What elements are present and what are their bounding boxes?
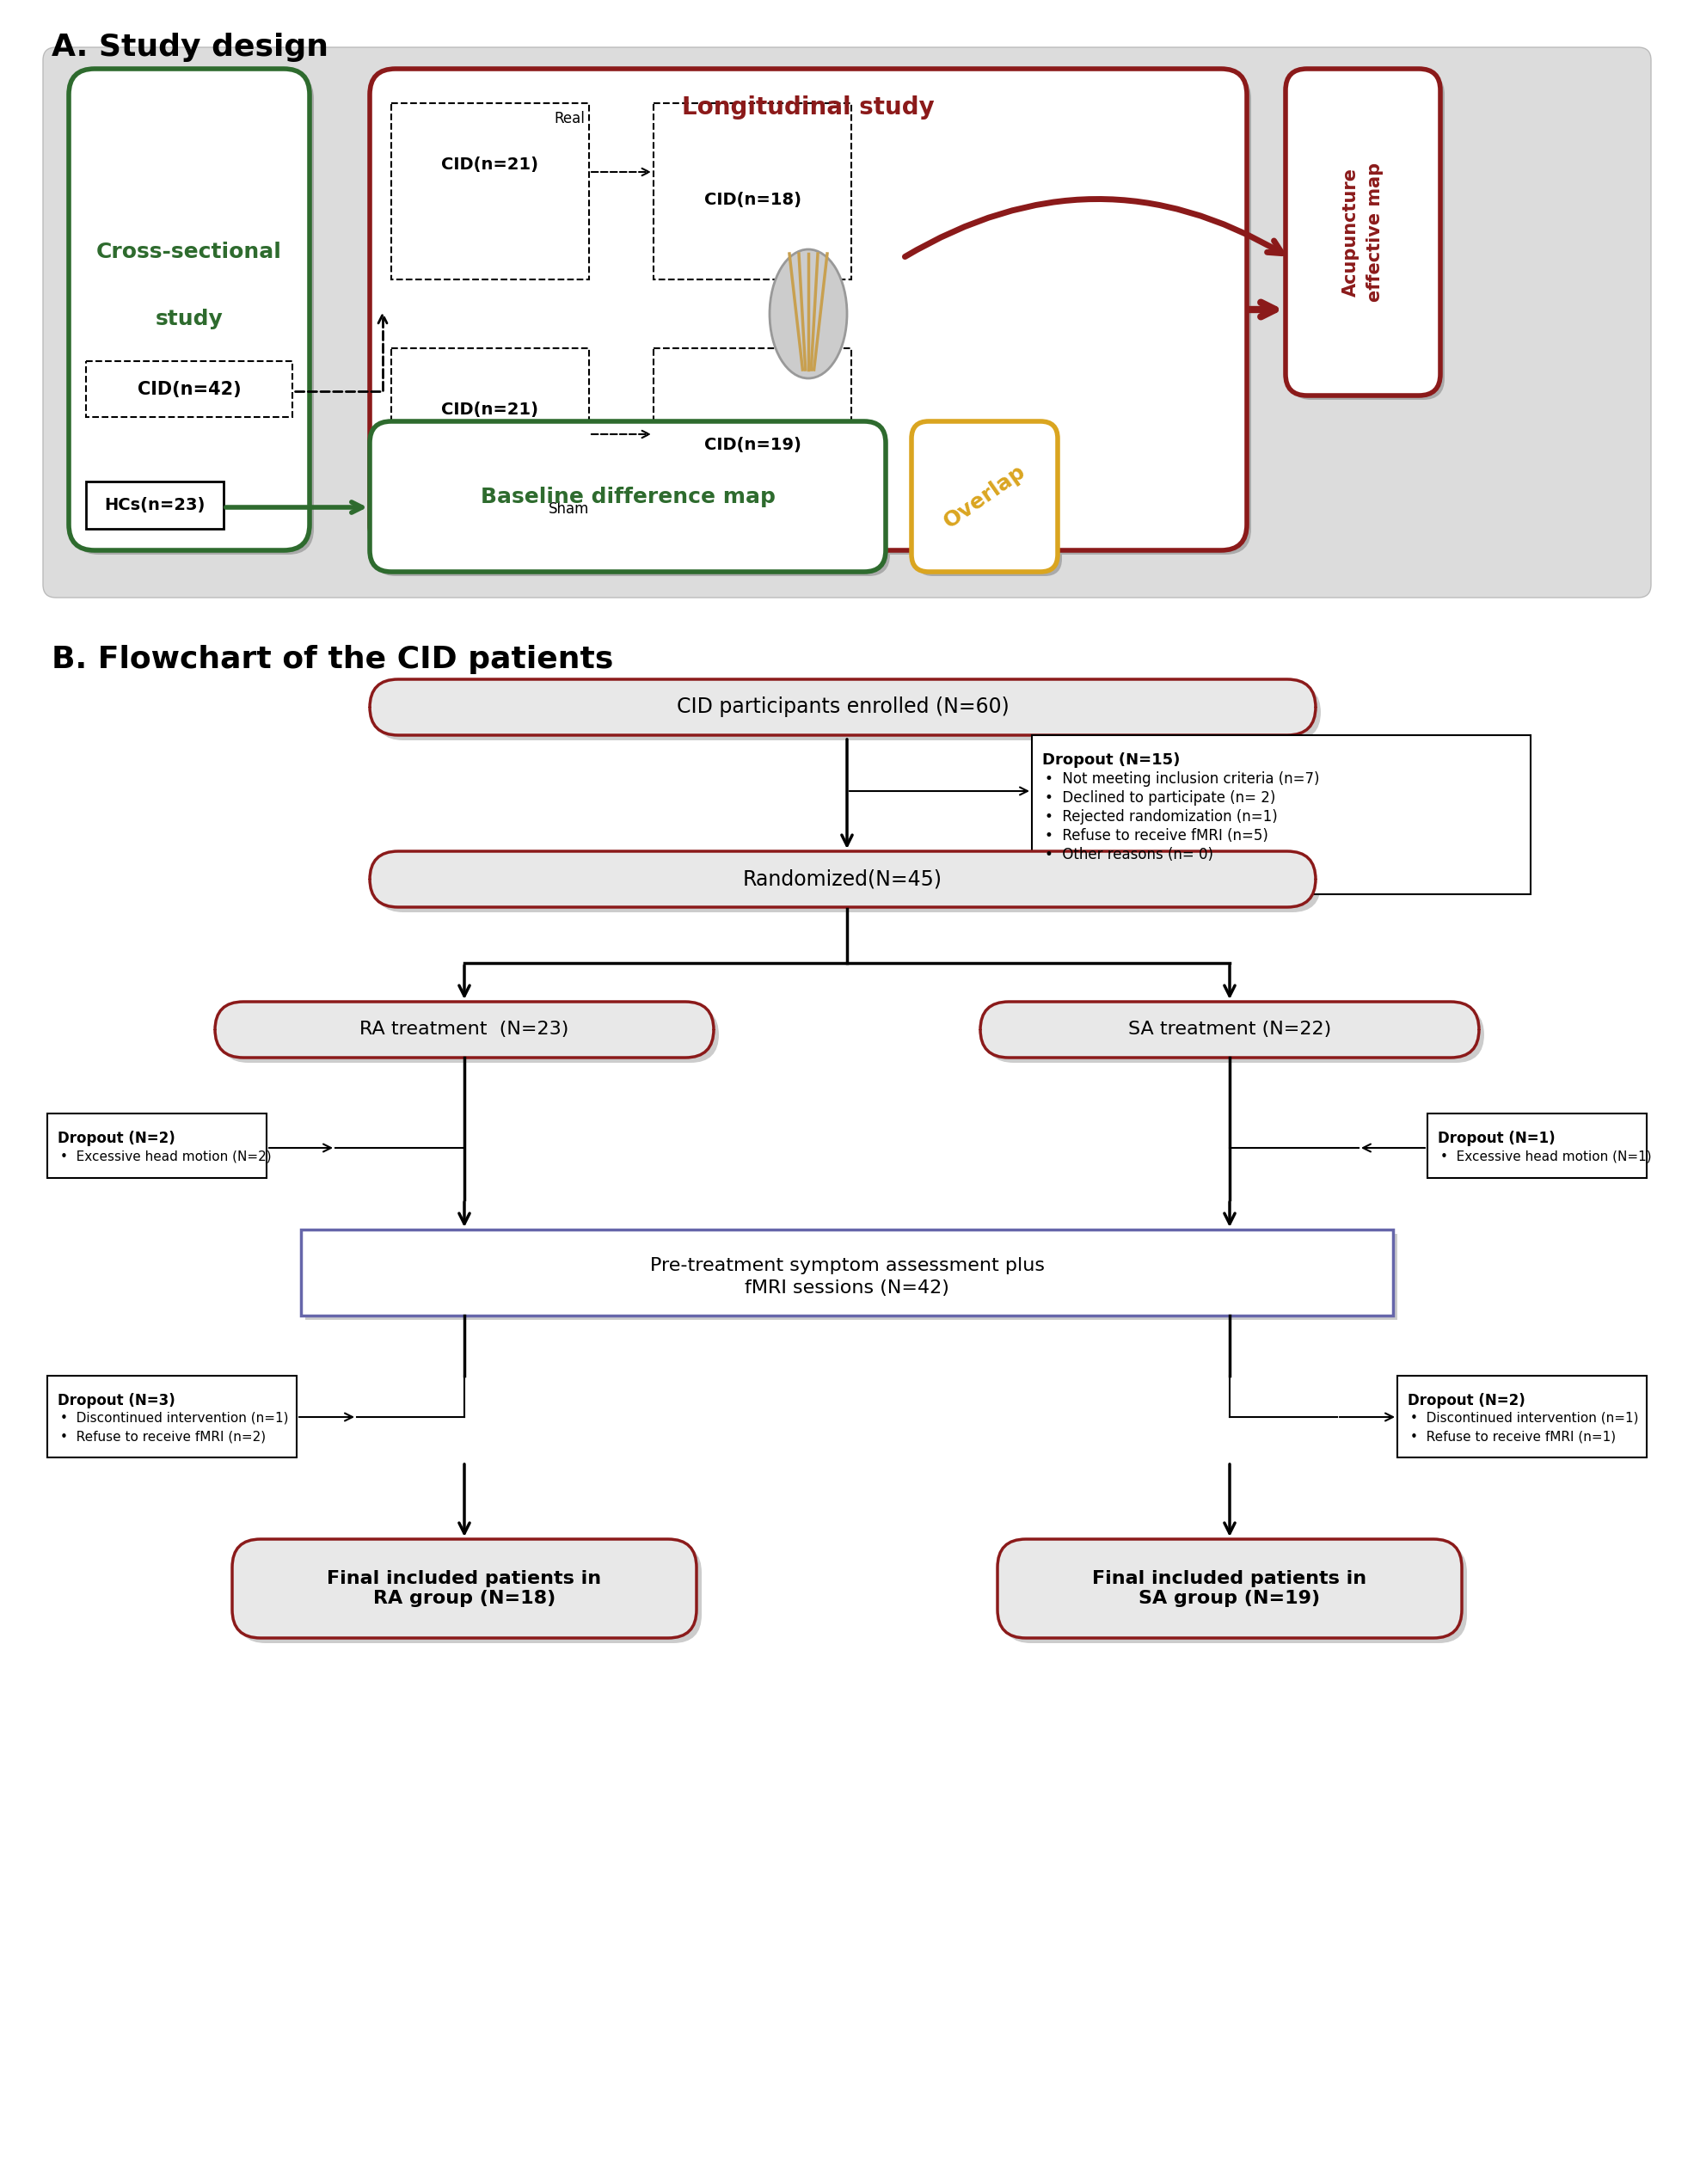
Text: •  Not meeting inclusion criteria (n=7): • Not meeting inclusion criteria (n=7) xyxy=(1045,771,1320,786)
Text: Dropout (N=2): Dropout (N=2) xyxy=(58,1131,174,1147)
Text: HCs(n=23): HCs(n=23) xyxy=(105,498,205,513)
Text: •  Refuse to receive fMRI (n=1): • Refuse to receive fMRI (n=1) xyxy=(1409,1431,1616,1444)
Text: Final included patients in
RA group (N=18): Final included patients in RA group (N=1… xyxy=(327,1570,601,1607)
FancyBboxPatch shape xyxy=(232,1540,696,1638)
FancyBboxPatch shape xyxy=(215,1002,713,1057)
Text: study: study xyxy=(156,308,224,330)
Text: CID(n=18): CID(n=18) xyxy=(703,192,801,207)
Text: Randomized(N=45): Randomized(N=45) xyxy=(744,869,942,889)
Bar xyxy=(305,1234,1398,1319)
FancyBboxPatch shape xyxy=(374,72,1252,555)
Text: CID participants enrolled (N=60): CID participants enrolled (N=60) xyxy=(676,697,1010,719)
Text: •  Discontinued intervention (n=1): • Discontinued intervention (n=1) xyxy=(61,1411,288,1424)
Bar xyxy=(654,103,852,280)
FancyBboxPatch shape xyxy=(220,1007,718,1064)
FancyBboxPatch shape xyxy=(369,679,1316,736)
Text: CID(n=19): CID(n=19) xyxy=(705,437,801,454)
Text: Longitudinal study: Longitudinal study xyxy=(683,96,935,120)
FancyBboxPatch shape xyxy=(369,422,886,572)
Text: Dropout (N=3): Dropout (N=3) xyxy=(58,1393,174,1409)
Bar xyxy=(391,103,590,280)
Text: Sham: Sham xyxy=(549,502,590,518)
FancyBboxPatch shape xyxy=(374,684,1321,740)
Bar xyxy=(47,1114,266,1177)
FancyBboxPatch shape xyxy=(69,68,310,550)
Bar xyxy=(1032,736,1531,893)
Text: •  Declined to participate (n= 2): • Declined to participate (n= 2) xyxy=(1045,791,1276,806)
FancyBboxPatch shape xyxy=(1003,1544,1467,1642)
Text: •  Refuse to receive fMRI (n=2): • Refuse to receive fMRI (n=2) xyxy=(61,1431,266,1444)
FancyBboxPatch shape xyxy=(374,856,1321,913)
Text: •  Refuse to receive fMRI (n=5): • Refuse to receive fMRI (n=5) xyxy=(1045,828,1269,843)
Text: Acupuncture
effective map: Acupuncture effective map xyxy=(1342,162,1384,301)
Text: Dropout (N=2): Dropout (N=2) xyxy=(1408,1393,1525,1409)
Text: CID(n=21): CID(n=21) xyxy=(442,157,539,173)
Bar xyxy=(86,480,224,529)
Text: Baseline difference map: Baseline difference map xyxy=(481,487,776,507)
Bar xyxy=(1428,1114,1647,1177)
Bar xyxy=(391,347,590,524)
Text: Cross-sectional: Cross-sectional xyxy=(97,242,281,262)
Text: Real: Real xyxy=(554,111,584,127)
FancyBboxPatch shape xyxy=(369,68,1247,550)
FancyBboxPatch shape xyxy=(1289,72,1445,400)
Text: RA treatment  (N=23): RA treatment (N=23) xyxy=(359,1022,569,1037)
Ellipse shape xyxy=(769,249,847,378)
Text: •  Other reasons (n= 0): • Other reasons (n= 0) xyxy=(1045,847,1213,863)
Bar xyxy=(86,360,293,417)
Text: fMRI sessions (N=42): fMRI sessions (N=42) xyxy=(745,1280,949,1297)
Text: CID(n=42): CID(n=42) xyxy=(137,380,241,397)
Text: A. Study design: A. Study design xyxy=(51,33,329,61)
Text: Dropout (N=1): Dropout (N=1) xyxy=(1438,1131,1555,1147)
Text: •  Excessive head motion (N=1): • Excessive head motion (N=1) xyxy=(1440,1149,1652,1162)
Bar xyxy=(47,1376,296,1457)
FancyBboxPatch shape xyxy=(73,72,313,555)
Text: Pre-treatment symptom assessment plus: Pre-treatment symptom assessment plus xyxy=(650,1258,1044,1273)
Text: •  Excessive head motion (N=2): • Excessive head motion (N=2) xyxy=(61,1149,271,1162)
Text: Final included patients in
SA group (N=19): Final included patients in SA group (N=1… xyxy=(1093,1570,1367,1607)
FancyBboxPatch shape xyxy=(981,1002,1479,1057)
FancyBboxPatch shape xyxy=(1286,68,1440,395)
Bar xyxy=(1398,1376,1647,1457)
FancyBboxPatch shape xyxy=(374,426,889,577)
Text: •  Rejected randomization (n=1): • Rejected randomization (n=1) xyxy=(1045,808,1277,826)
Text: CID(n=21): CID(n=21) xyxy=(442,402,539,417)
FancyBboxPatch shape xyxy=(998,1540,1462,1638)
Text: Overlap: Overlap xyxy=(940,461,1030,533)
FancyBboxPatch shape xyxy=(369,852,1316,906)
FancyBboxPatch shape xyxy=(237,1544,701,1642)
FancyBboxPatch shape xyxy=(916,426,1062,577)
Text: •  Discontinued intervention (n=1): • Discontinued intervention (n=1) xyxy=(1409,1411,1638,1424)
Bar xyxy=(302,1230,1392,1315)
Text: SA treatment (N=22): SA treatment (N=22) xyxy=(1128,1022,1331,1037)
FancyBboxPatch shape xyxy=(986,1007,1484,1064)
Bar xyxy=(654,347,852,524)
FancyBboxPatch shape xyxy=(42,48,1652,598)
FancyBboxPatch shape xyxy=(911,422,1057,572)
Text: Dropout (N=15): Dropout (N=15) xyxy=(1042,751,1181,769)
Text: B. Flowchart of the CID patients: B. Flowchart of the CID patients xyxy=(51,644,613,675)
